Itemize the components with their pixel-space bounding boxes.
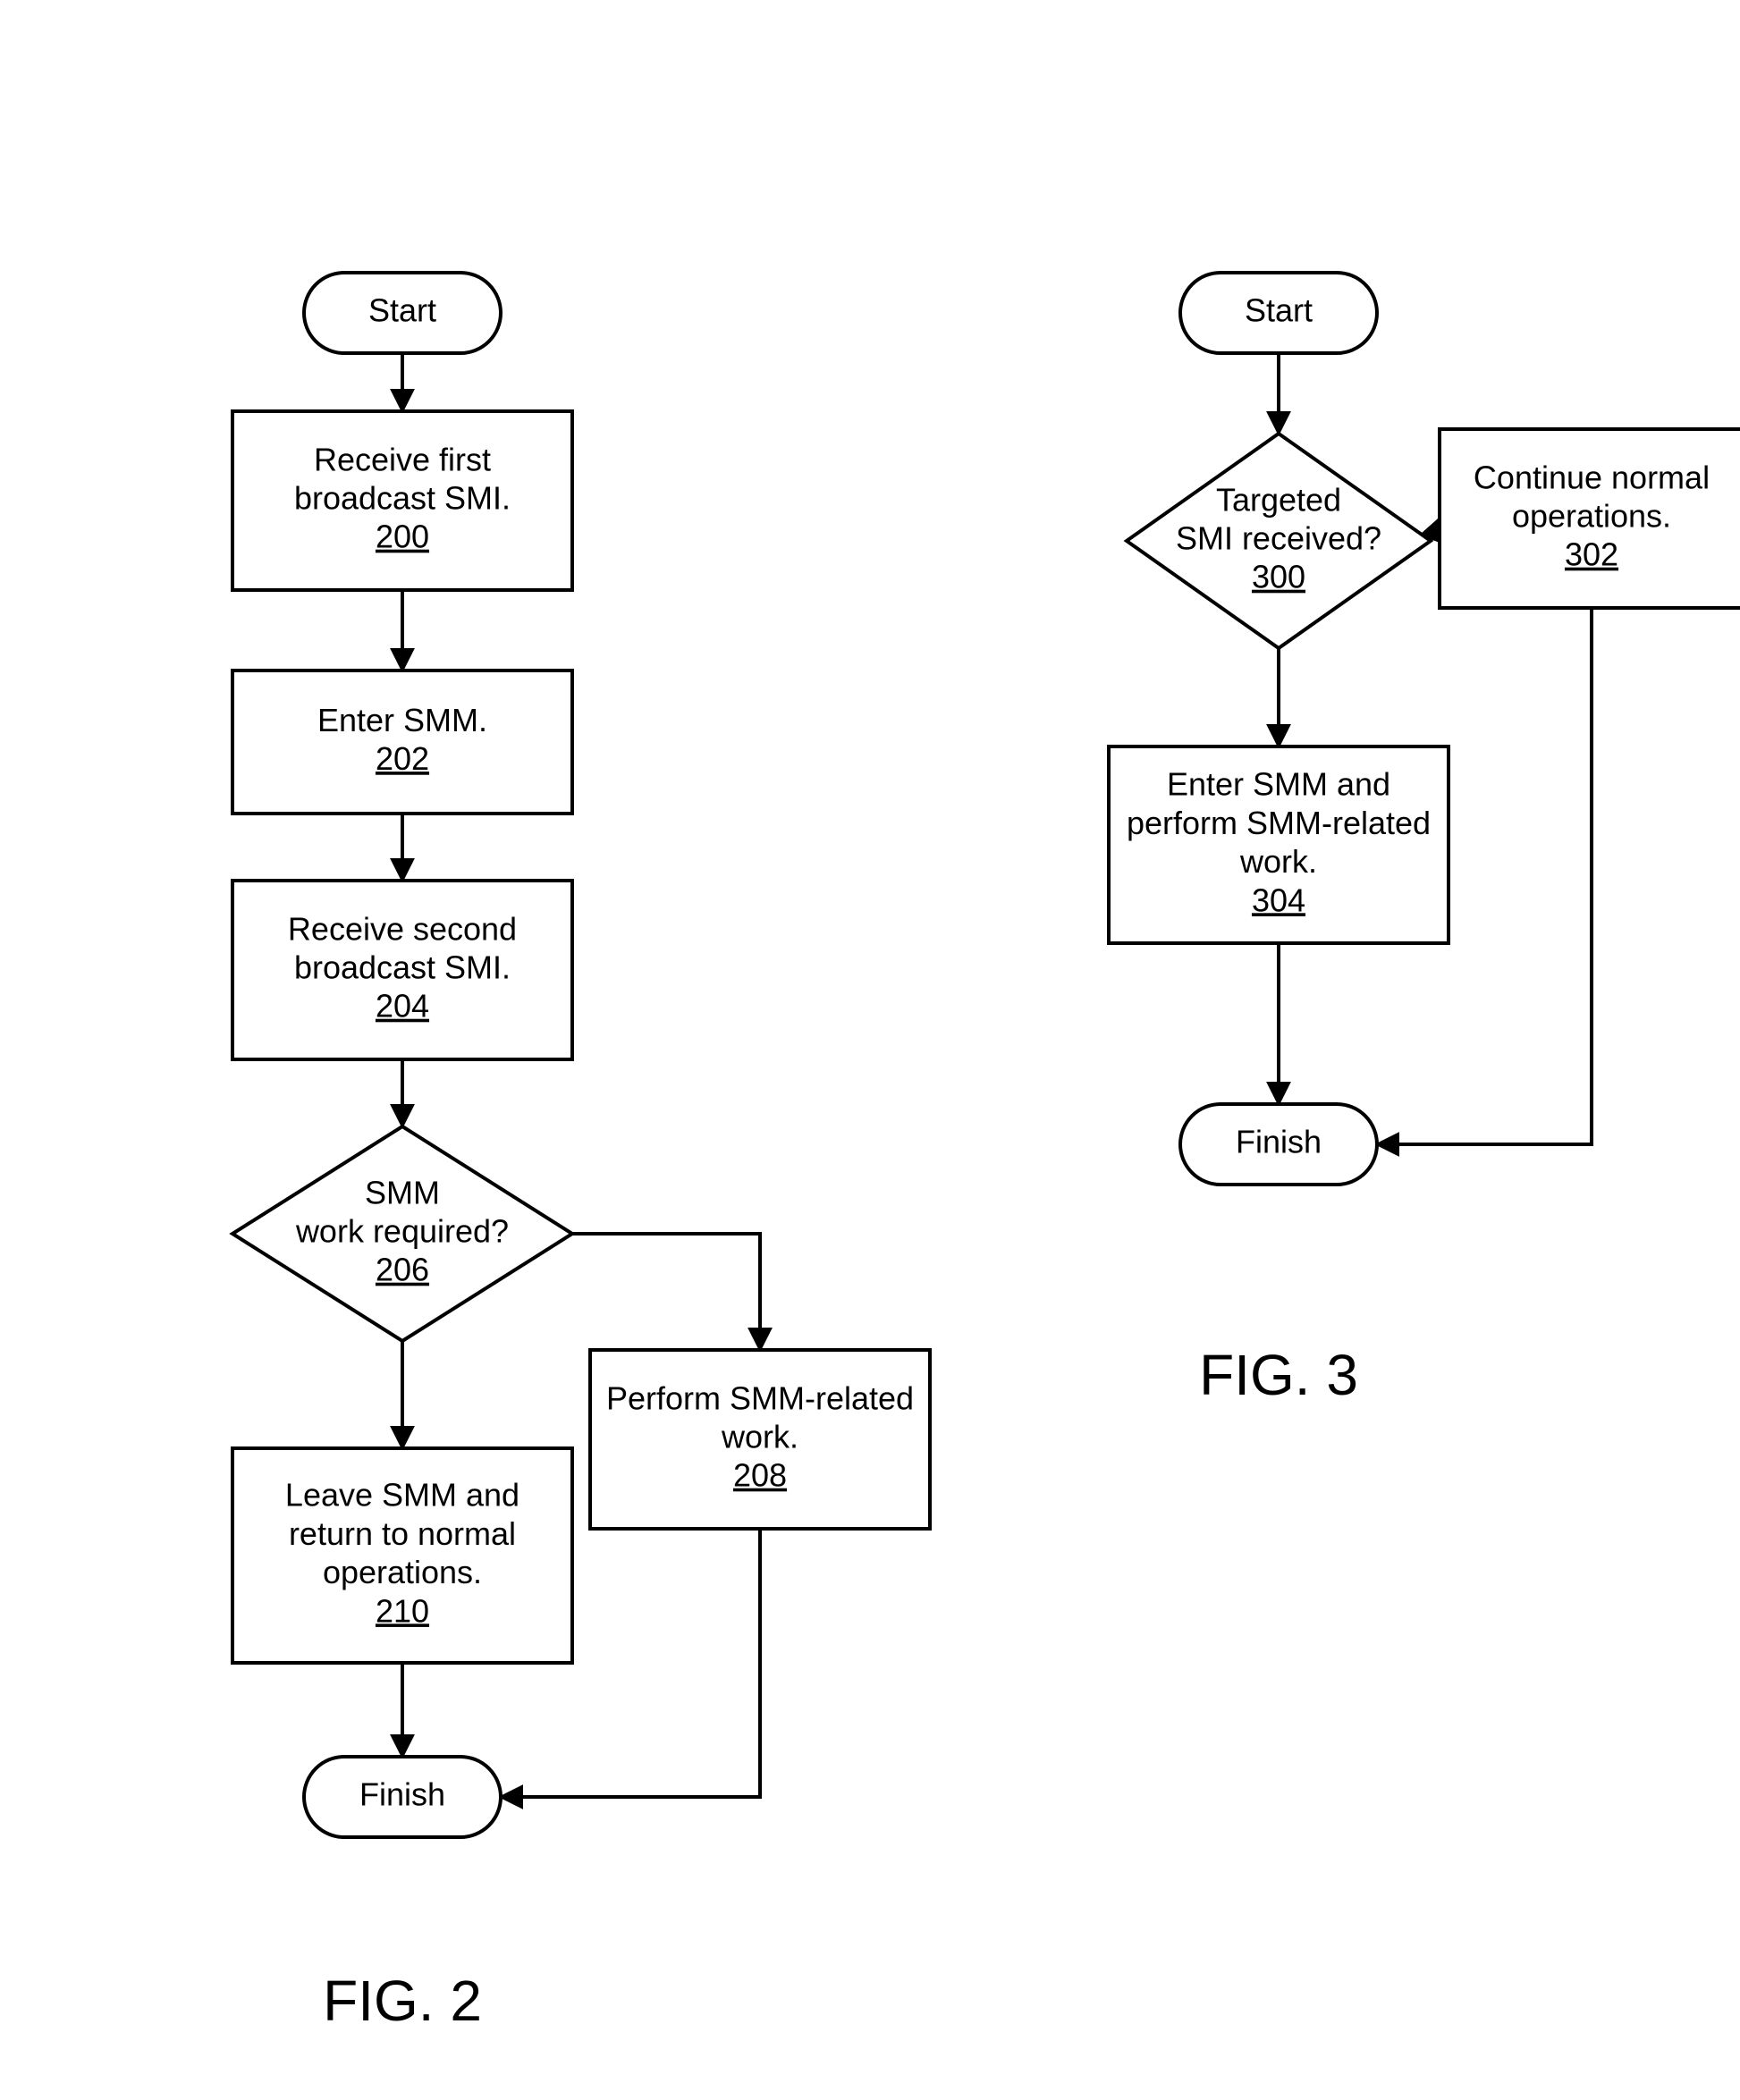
label: Receive first — [314, 441, 491, 477]
figure-caption: FIG. 2 — [323, 1969, 482, 2033]
label: Receive second — [288, 910, 517, 947]
f2-200: Receive firstbroadcast SMI.200 — [232, 411, 572, 590]
label: Finish — [1236, 1124, 1322, 1160]
f3-302: Continue normaloperations.302 — [1440, 429, 1740, 608]
label: Enter SMM and — [1167, 766, 1390, 803]
f3-300: TargetedSMI received?300 — [1127, 434, 1431, 648]
ref-number: 302 — [1565, 536, 1618, 573]
label: return to normal — [289, 1515, 516, 1552]
label: Start — [1245, 292, 1313, 329]
ref-number: 304 — [1252, 881, 1305, 918]
label: Perform SMM-related — [606, 1379, 914, 1416]
f2-start: Start — [304, 273, 501, 353]
label: Enter SMM. — [317, 702, 487, 738]
label: work. — [721, 1419, 798, 1455]
label: operations. — [1512, 498, 1671, 535]
f2-208: Perform SMM-relatedwork.208 — [590, 1350, 930, 1529]
f2-202: Enter SMM.202 — [232, 670, 572, 814]
ref-number: 206 — [376, 1252, 429, 1288]
ref-number: 204 — [376, 988, 429, 1025]
ref-number: 200 — [376, 519, 429, 555]
label: Targeted — [1216, 481, 1341, 518]
label: SMM — [365, 1174, 440, 1210]
figure-caption: FIG. 3 — [1199, 1343, 1358, 1407]
label: operations. — [323, 1554, 482, 1590]
label: broadcast SMI. — [294, 949, 511, 986]
label: perform SMM-related — [1127, 805, 1431, 841]
f2-204: Receive secondbroadcast SMI.204 — [232, 881, 572, 1059]
ref-number: 208 — [733, 1457, 787, 1494]
f2-finish: Finish — [304, 1757, 501, 1837]
f2-210: Leave SMM andreturn to normaloperations.… — [232, 1448, 572, 1663]
f3-start: Start — [1180, 273, 1377, 353]
ref-number: 202 — [376, 740, 429, 777]
label: Continue normal — [1474, 459, 1710, 495]
edge — [572, 1234, 760, 1350]
f3-finish: Finish — [1180, 1104, 1377, 1185]
label: Leave SMM and — [285, 1477, 519, 1514]
label: broadcast SMI. — [294, 480, 511, 517]
ref-number: 210 — [376, 1592, 429, 1629]
label: Start — [368, 292, 436, 329]
label: Finish — [359, 1776, 445, 1813]
label: work required? — [295, 1213, 509, 1250]
label: work. — [1239, 843, 1317, 880]
f3-304: Enter SMM andperform SMM-relatedwork.304 — [1109, 746, 1449, 943]
f2-206: SMMwork required?206 — [232, 1126, 572, 1341]
label: SMI received? — [1176, 520, 1381, 557]
ref-number: 300 — [1252, 559, 1305, 595]
